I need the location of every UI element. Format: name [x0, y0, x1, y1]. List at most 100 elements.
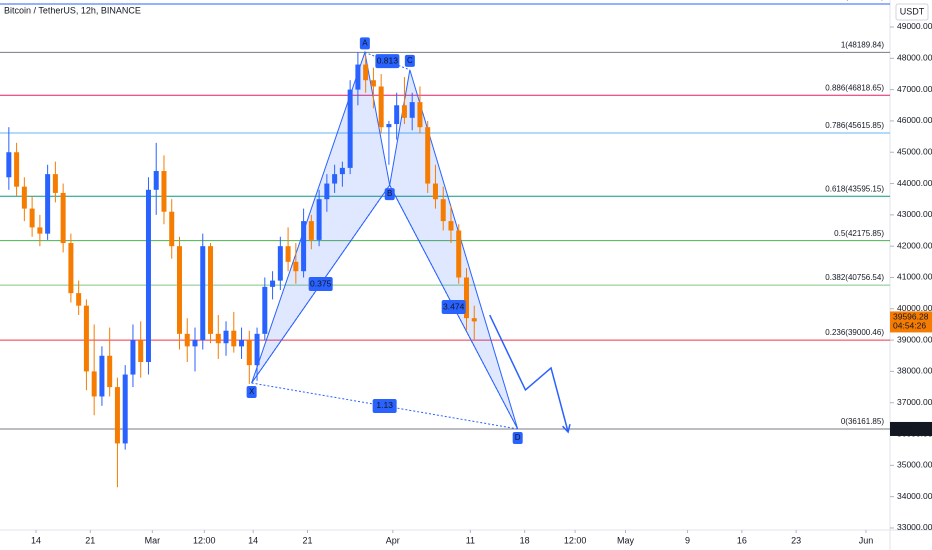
- point-box: [384, 188, 395, 201]
- candle-body: [83, 305, 89, 372]
- candle-body: [107, 355, 113, 388]
- candle-body: [270, 280, 276, 287]
- fib-label: 0.382(40756.54): [825, 273, 884, 282]
- pattern-ratio-line: [251, 382, 518, 430]
- last-price-label: 39596.28: [893, 312, 929, 322]
- y-tick-label: 48000.00: [897, 53, 932, 63]
- candle-body: [223, 330, 229, 344]
- candle-body: [386, 124, 392, 128]
- chart-title: Bitcoin / TetherUS, 12h, BINANCE: [4, 5, 141, 15]
- point-box: [359, 37, 370, 50]
- currency-label[interactable]: USDT: [900, 6, 925, 16]
- candle-body: [440, 199, 446, 222]
- candle-body: [215, 333, 221, 344]
- point-label: C: [407, 56, 413, 65]
- fib-label: 0.886(46818.65): [825, 83, 884, 92]
- last-price-box: [890, 311, 932, 333]
- candle-body: [192, 340, 198, 347]
- candle-body: [114, 387, 120, 444]
- y-tick-label: 38000.00: [897, 366, 932, 376]
- candle-body: [301, 221, 307, 272]
- candle-body: [231, 330, 237, 347]
- x-tick-label: 14: [31, 535, 41, 545]
- candle-body: [293, 261, 299, 272]
- fib-label: 0.786(45615.85): [825, 121, 884, 130]
- candle-body: [378, 86, 384, 128]
- y-tick-label: 37000.00: [897, 397, 932, 407]
- level-price-label: 36161.85: [893, 423, 929, 433]
- candle-body: [370, 80, 376, 87]
- candle-body: [339, 167, 345, 175]
- x-tick-label: Jun: [859, 535, 874, 545]
- y-tick-label: 42000.00: [897, 240, 932, 250]
- y-tick-label: 34000.00: [897, 491, 932, 501]
- candle-body: [394, 105, 400, 125]
- point-label: A: [362, 38, 368, 47]
- candle-body: [184, 333, 190, 347]
- x-tick-label: 14: [248, 535, 258, 545]
- level-price-box: [890, 421, 932, 436]
- ratio-label: 0.813: [377, 55, 399, 65]
- candle-body: [122, 374, 128, 444]
- y-tick-label: 35000.00: [897, 460, 932, 470]
- fib-label: 0.5(42175.85): [834, 229, 884, 238]
- candle-body: [347, 89, 353, 168]
- currency-button[interactable]: [895, 3, 929, 21]
- candle-body: [363, 64, 369, 81]
- y-tick-label: 33000.00: [897, 522, 932, 532]
- x-tick-label: May: [617, 535, 635, 545]
- candle-body: [45, 174, 51, 234]
- candle-body: [76, 293, 82, 306]
- candle-body: [401, 105, 407, 118]
- ratio-label: 0.375: [310, 278, 332, 288]
- x-tick-label: Mar: [145, 535, 161, 545]
- point-box: [246, 385, 257, 398]
- candle-body: [448, 221, 454, 231]
- candle-body: [409, 102, 415, 118]
- ratio-label: 3.474: [443, 301, 465, 311]
- candle-body: [14, 152, 20, 187]
- projection-path: [489, 314, 569, 433]
- ratio-box: [375, 54, 400, 69]
- fib-label: 0.618(43595.15): [825, 184, 884, 193]
- candle-body: [324, 183, 330, 200]
- candle-body: [417, 102, 423, 128]
- candle-body: [138, 340, 144, 363]
- ratio-box: [308, 277, 333, 292]
- x-tick-label: 21: [85, 535, 95, 545]
- candle-body: [145, 189, 151, 363]
- candle-body: [308, 221, 314, 240]
- plot: 1.13(49735.46) 1(48189.84) 0.886(46818.65)…: [0, 0, 890, 488]
- y-tick-label: 45000.00: [897, 146, 932, 156]
- fib-label: 1(48189.84): [841, 40, 884, 49]
- candle-body: [425, 127, 431, 184]
- x-tick-label: 11: [466, 535, 475, 545]
- countdown-label: 04:54:26: [893, 321, 926, 331]
- point-label: D: [515, 433, 521, 442]
- candle-body: [254, 333, 260, 366]
- candle-body: [99, 355, 105, 397]
- candle-body: [332, 174, 338, 184]
- candle-body: [239, 340, 245, 347]
- candle-body: [68, 243, 74, 294]
- candle-body: [277, 246, 283, 281]
- candle-body: [246, 340, 252, 366]
- y-tick-label: 39000.00: [897, 334, 932, 344]
- candle-body: [6, 152, 12, 178]
- candle-body: [176, 246, 182, 334]
- x-tick-label: Apr: [386, 535, 400, 545]
- y-tick-label: 46000.00: [897, 115, 932, 125]
- x-tick-label: 23: [791, 535, 801, 545]
- candle-body: [463, 277, 469, 319]
- fib-label: 1.13(49735.46): [830, 0, 885, 1]
- x-tick-label: 21: [302, 535, 312, 545]
- point-box: [512, 431, 523, 444]
- ratio-box: [372, 398, 397, 413]
- candle-body: [161, 171, 167, 212]
- y-tick-label: 41000.00: [897, 272, 932, 282]
- fib-label: 0(36161.85): [841, 417, 884, 426]
- candle-body: [130, 340, 136, 375]
- y-tick-label: 40000.00: [897, 303, 932, 313]
- ratio-box: [441, 300, 466, 315]
